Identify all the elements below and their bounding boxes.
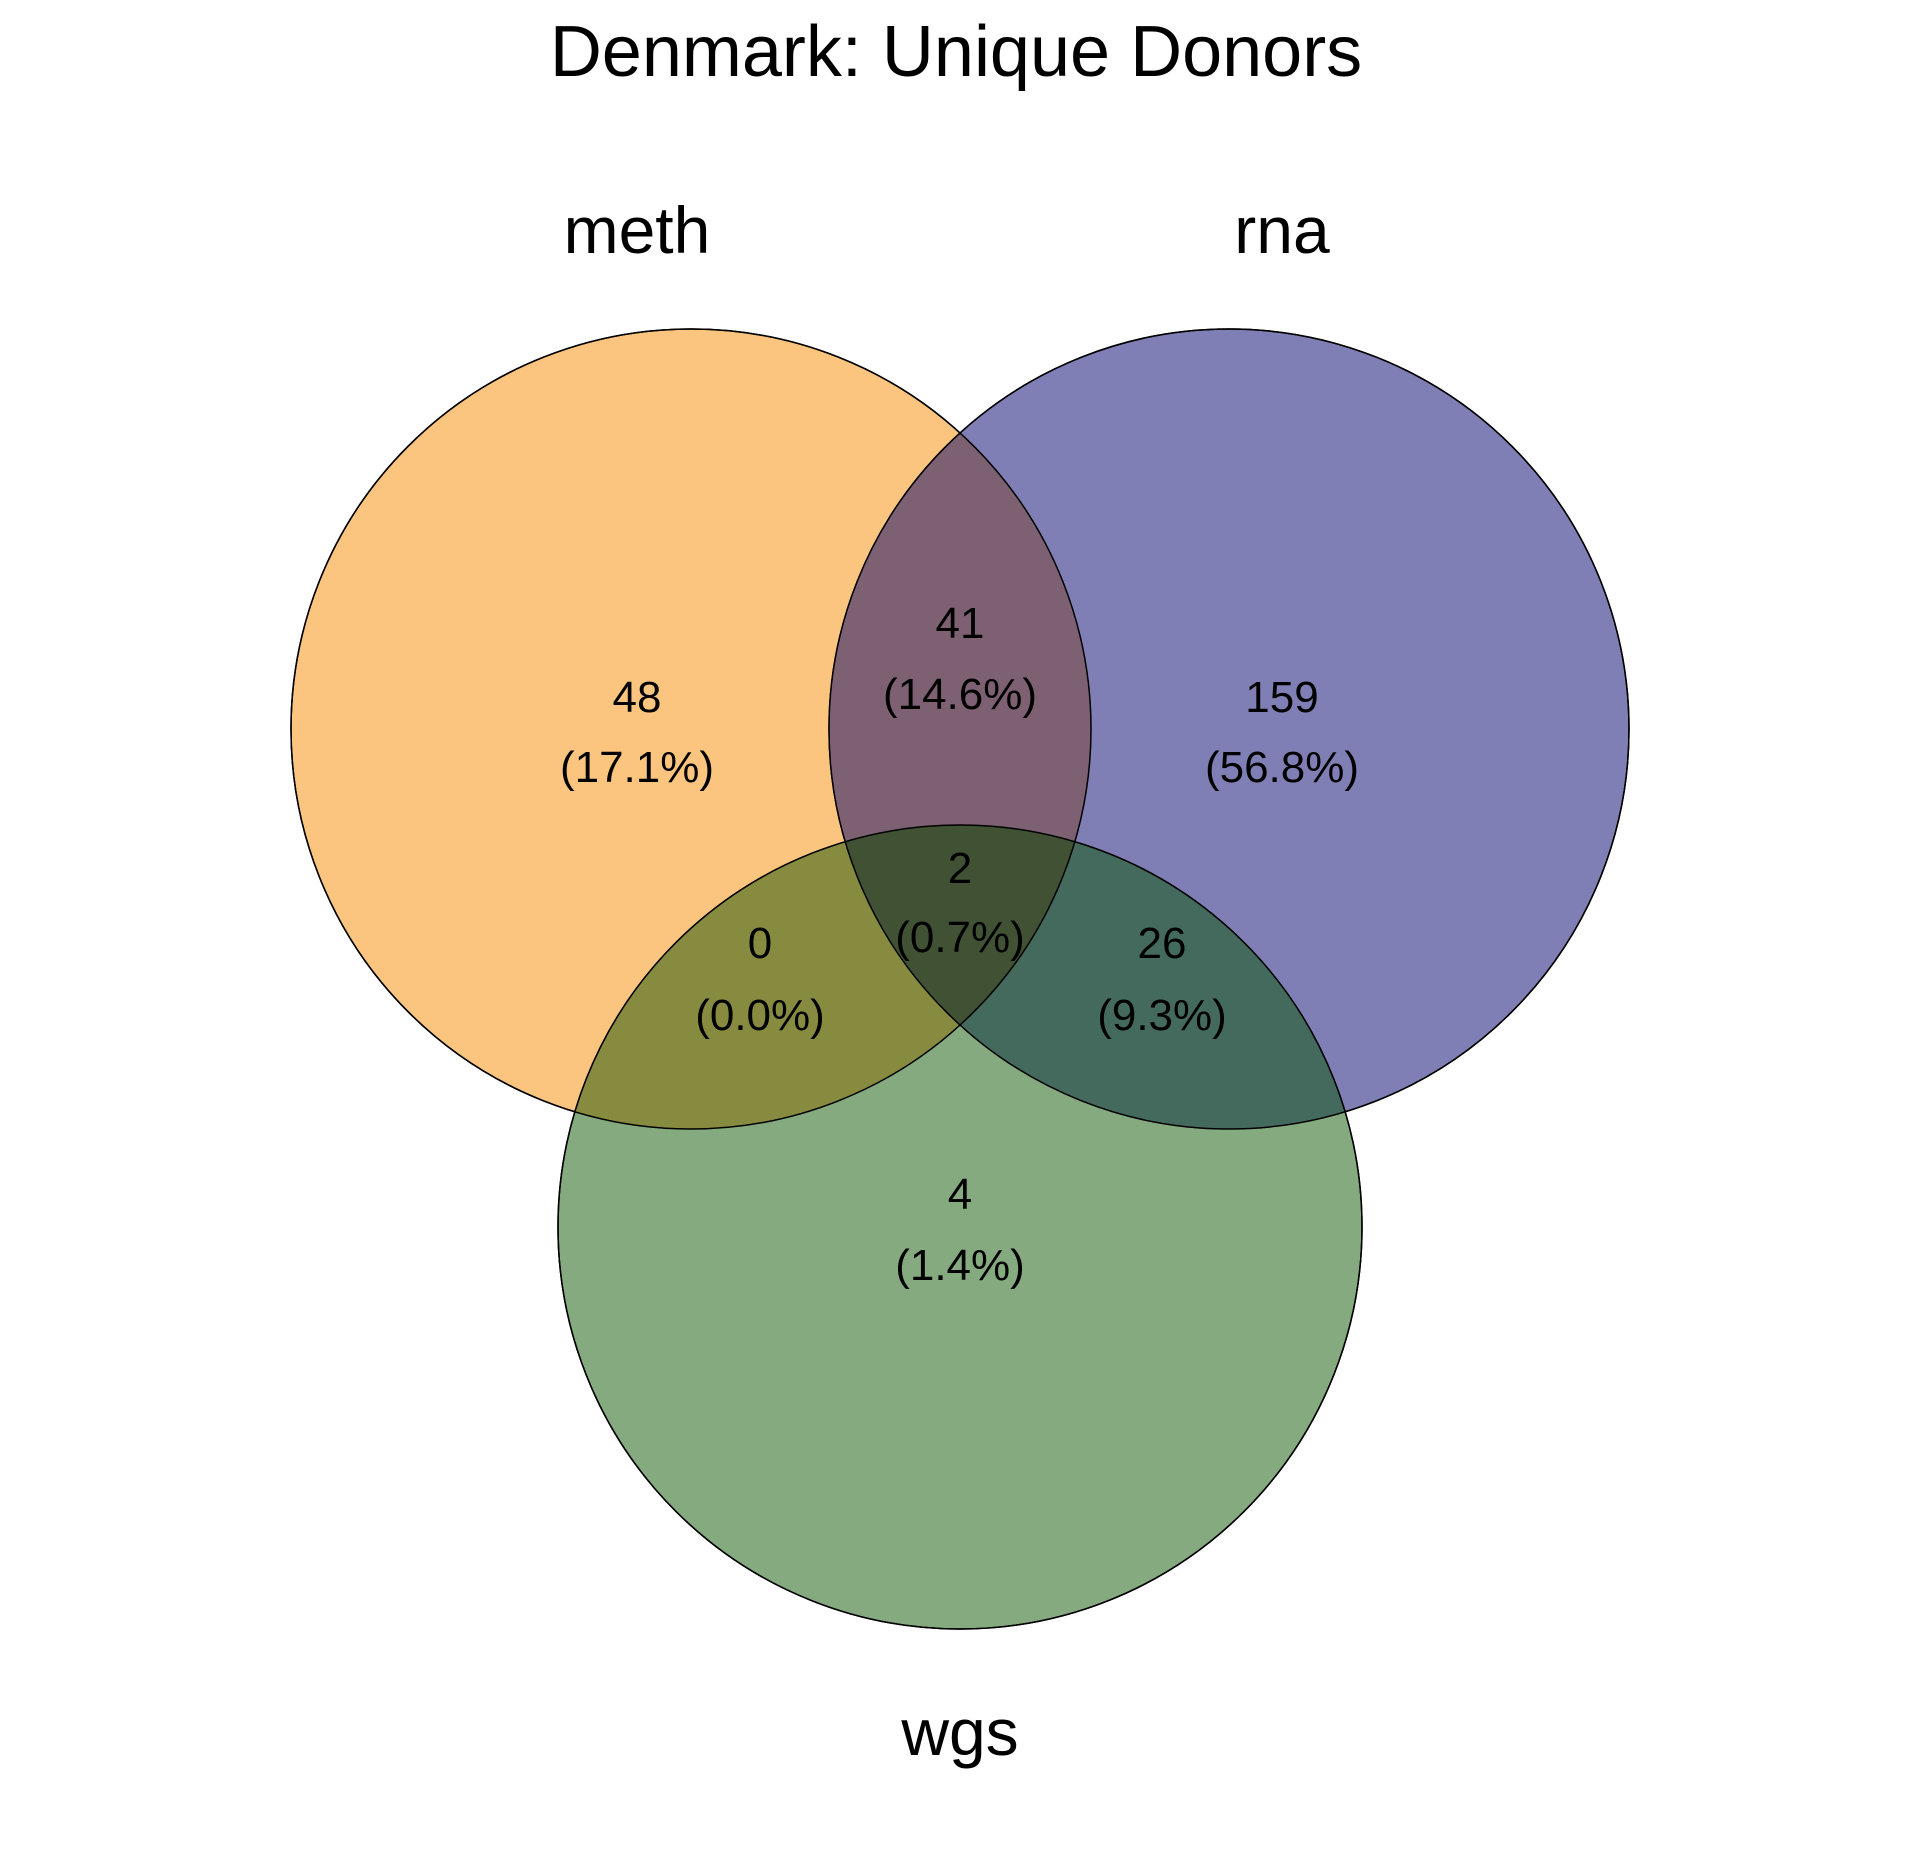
region-percent-rna-wgs: (9.3%) (1097, 991, 1227, 1040)
region-count-meth: 48 (613, 673, 662, 722)
region-count-rna: 159 (1245, 673, 1318, 722)
region-percent-meth-rna: (14.6%) (883, 670, 1037, 719)
chart-title: Denmark: Unique Donors (550, 12, 1362, 92)
set-label-wgs: wgs (900, 1695, 1018, 1769)
region-count-meth-rna-wgs: 2 (948, 844, 972, 893)
set-label-rna: rna (1234, 193, 1330, 267)
overlap-meth-rna-wgs (845, 825, 1075, 1026)
region-percent-wgs: (1.4%) (895, 1241, 1025, 1290)
region-percent-meth: (17.1%) (560, 743, 714, 792)
region-count-wgs: 4 (948, 1170, 972, 1219)
region-percent-rna: (56.8%) (1205, 743, 1359, 792)
region-count-rna-wgs: 26 (1138, 919, 1187, 968)
region-percent-meth-wgs: (0.0%) (695, 991, 825, 1040)
set-label-meth: meth (564, 193, 711, 267)
region-count-meth-rna: 41 (936, 599, 985, 648)
region-count-meth-wgs: 0 (748, 919, 772, 968)
region-percent-meth-rna-wgs: (0.7%) (895, 913, 1025, 962)
